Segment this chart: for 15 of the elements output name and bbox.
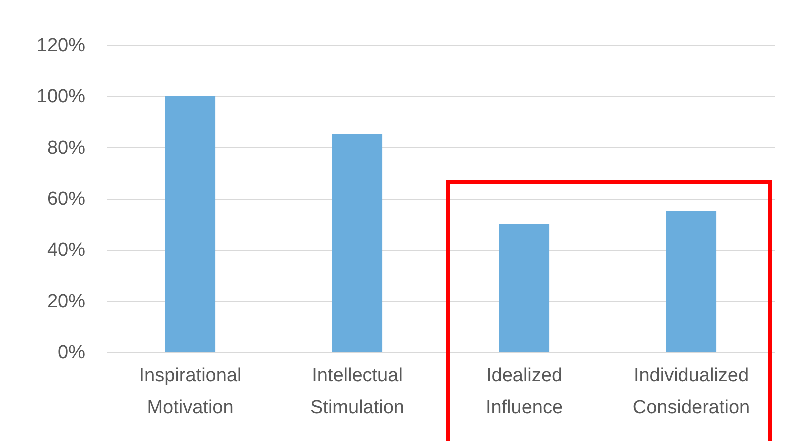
- x-tick-label: Intellectual Stimulation: [310, 366, 404, 418]
- y-tick-label: 60%: [47, 189, 86, 210]
- y-tick-label: 120%: [36, 36, 86, 56]
- y-tick-label: 80%: [47, 138, 86, 159]
- bar: [165, 96, 216, 352]
- x-tick-label: Idealized Influence: [486, 366, 564, 418]
- y-tick-label: 100%: [36, 86, 86, 108]
- x-tick-label: Individualized Consideration: [632, 366, 750, 418]
- y-tick-label: 0%: [58, 342, 86, 364]
- x-tick-label: Inspirational Motivation: [139, 366, 242, 418]
- y-tick-label: 40%: [47, 240, 86, 262]
- bar: [332, 134, 383, 352]
- bar: [666, 211, 717, 352]
- bar: [499, 224, 550, 352]
- y-tick-label: 20%: [47, 291, 86, 312]
